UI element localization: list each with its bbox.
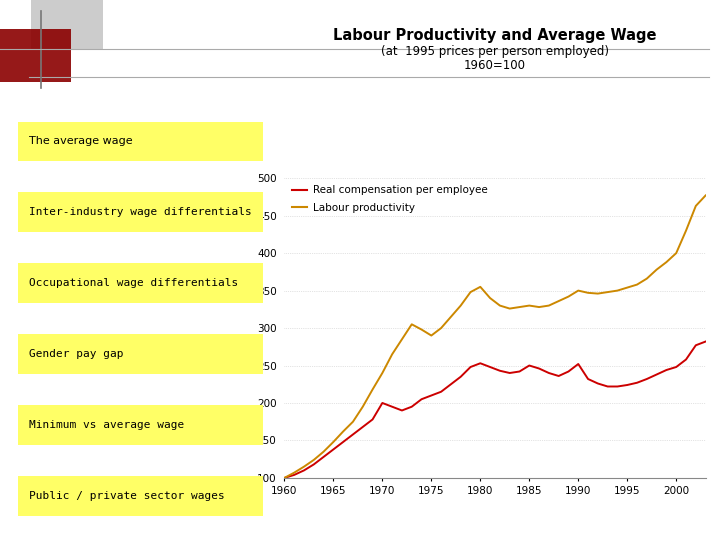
Legend: Real compensation per employee, Labour productivity: Real compensation per employee, Labour p… bbox=[289, 184, 490, 215]
Text: (at  1995 prices per person employed): (at 1995 prices per person employed) bbox=[381, 45, 609, 58]
Text: Public / private sector wages: Public / private sector wages bbox=[29, 491, 225, 501]
Text: The average wage: The average wage bbox=[29, 136, 132, 146]
Text: Gender pay gap: Gender pay gap bbox=[29, 349, 123, 359]
Text: Minimum vs average wage: Minimum vs average wage bbox=[29, 420, 184, 430]
Text: Occupational wage differentials: Occupational wage differentials bbox=[29, 278, 238, 288]
Text: Labour Productivity and Average Wage: Labour Productivity and Average Wage bbox=[333, 28, 657, 43]
Text: Inter-industry wage differentials: Inter-industry wage differentials bbox=[29, 207, 251, 217]
Text: 1960=100: 1960=100 bbox=[464, 59, 526, 72]
